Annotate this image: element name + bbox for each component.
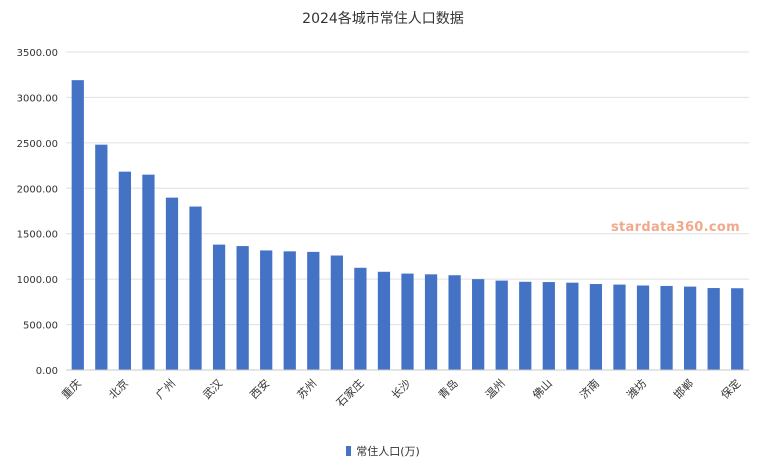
x-tick-label: 苏州 bbox=[295, 377, 320, 402]
x-tick-label: 保定 bbox=[718, 376, 743, 401]
bar[interactable] bbox=[731, 288, 744, 370]
bar[interactable] bbox=[660, 285, 673, 370]
bar[interactable] bbox=[165, 197, 179, 370]
bar[interactable] bbox=[260, 250, 273, 370]
x-axis-tick-labels: 重庆 北京 广州 武汉 西安 苏州 石家庄 长沙 青岛 温州 佛山 济南 潍坊 邯郸 保定 bbox=[58, 376, 743, 409]
bar[interactable] bbox=[589, 284, 603, 370]
bar[interactable] bbox=[707, 288, 720, 370]
bar[interactable] bbox=[683, 286, 697, 370]
bar[interactable] bbox=[519, 281, 532, 370]
watermark-text: stardata360.com bbox=[611, 220, 740, 235]
bar[interactable] bbox=[613, 284, 626, 370]
bar[interactable] bbox=[307, 251, 320, 370]
bar[interactable] bbox=[283, 251, 296, 370]
y-tick-label: 500.00 bbox=[23, 321, 58, 332]
y-tick-label: 3500.00 bbox=[17, 48, 58, 59]
x-tick-label: 广州 bbox=[153, 377, 178, 402]
bar[interactable] bbox=[542, 282, 555, 370]
legend-swatch bbox=[346, 446, 352, 456]
x-tick-label: 温州 bbox=[483, 377, 508, 402]
bar[interactable] bbox=[424, 274, 438, 370]
y-tick-label: 1500.00 bbox=[17, 230, 58, 241]
bar[interactable] bbox=[189, 206, 202, 370]
bar[interactable] bbox=[472, 279, 485, 370]
bar[interactable] bbox=[354, 267, 367, 370]
chart-title: 2024各城市常住人口数据 bbox=[302, 11, 464, 27]
bar[interactable] bbox=[448, 275, 461, 370]
bar[interactable] bbox=[118, 171, 132, 370]
y-tick-label: 2500.00 bbox=[17, 139, 58, 150]
x-tick-label: 石家庄 bbox=[333, 376, 366, 409]
bar[interactable] bbox=[495, 280, 508, 370]
y-tick-label: 3000.00 bbox=[17, 93, 58, 104]
x-tick-label: 青岛 bbox=[435, 376, 460, 401]
bar[interactable] bbox=[95, 144, 108, 370]
bars bbox=[71, 80, 744, 370]
y-axis-tick-labels: 0.00 500.00 1000.00 1500.00 2000.00 2500.00 30… bbox=[17, 48, 58, 377]
bar[interactable] bbox=[566, 282, 579, 370]
y-tick-label: 1000.00 bbox=[17, 275, 58, 286]
bar[interactable] bbox=[142, 174, 155, 370]
legend[interactable]: 常住人口(万) bbox=[0, 443, 766, 459]
x-tick-label: 武汉 bbox=[200, 377, 225, 402]
y-tick-label: 0.00 bbox=[36, 366, 58, 377]
bar[interactable] bbox=[212, 244, 226, 370]
x-tick-label: 佛山 bbox=[530, 377, 555, 402]
legend-label: 常住人口(万) bbox=[356, 445, 420, 458]
x-tick-label: 西安 bbox=[247, 376, 272, 401]
x-tick-label: 潍坊 bbox=[624, 376, 649, 401]
x-tick-label: 重庆 bbox=[58, 376, 83, 401]
bar[interactable] bbox=[71, 80, 84, 370]
bar[interactable] bbox=[236, 246, 249, 370]
bar[interactable] bbox=[330, 255, 343, 370]
x-tick-label: 长沙 bbox=[389, 377, 414, 402]
bar[interactable] bbox=[377, 271, 391, 370]
x-tick-label: 济南 bbox=[577, 376, 602, 401]
y-tick-label: 2000.00 bbox=[17, 184, 58, 195]
bar[interactable] bbox=[636, 285, 650, 370]
bar[interactable] bbox=[401, 273, 414, 370]
x-tick-label: 北京 bbox=[106, 376, 131, 401]
x-tick-label: 邯郸 bbox=[671, 376, 696, 401]
